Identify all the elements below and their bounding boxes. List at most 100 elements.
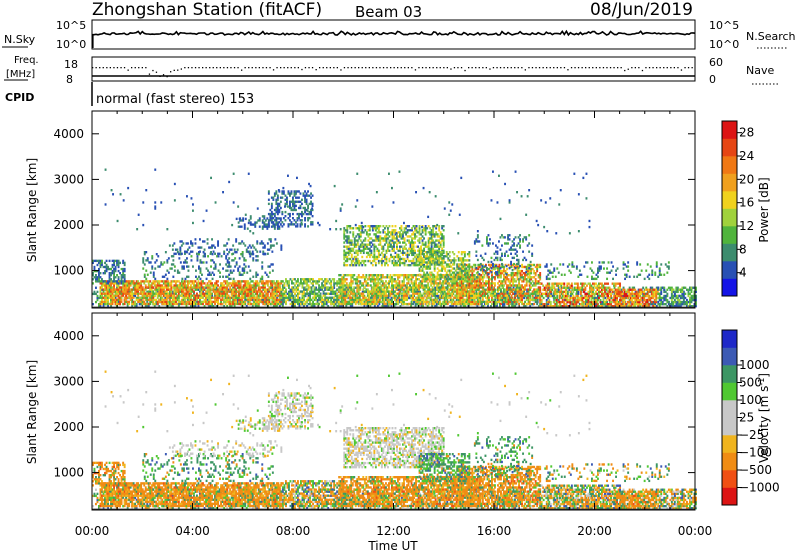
power-cell — [294, 278, 296, 281]
power-cell — [416, 290, 419, 294]
power-cell — [545, 305, 548, 308]
power-cell — [359, 294, 362, 297]
power-cell — [672, 305, 675, 308]
power-cell — [628, 298, 631, 302]
power-cell — [486, 288, 489, 291]
power-cell — [672, 300, 675, 304]
power-cell — [194, 305, 197, 308]
power-cell — [649, 303, 652, 306]
power-cell — [217, 280, 220, 283]
power-cell — [477, 282, 480, 285]
power-cell — [463, 267, 466, 271]
power-cell — [313, 280, 316, 283]
power-cell — [277, 282, 280, 285]
power-cell — [368, 296, 371, 299]
power-cell — [368, 294, 371, 297]
power-cell — [417, 290, 420, 294]
power-cell — [409, 278, 412, 281]
power-cell — [372, 286, 375, 289]
power-cell — [134, 302, 137, 306]
power-cell — [452, 302, 455, 306]
power-cell — [236, 286, 239, 289]
power-cell — [309, 280, 312, 283]
power-cell — [534, 280, 537, 283]
power-cell — [383, 290, 386, 293]
power-cell — [524, 278, 527, 281]
power-cell — [167, 282, 170, 285]
power-cell — [262, 292, 265, 295]
power-cell — [114, 288, 117, 291]
power-cell — [205, 286, 208, 289]
power-cell — [304, 292, 307, 295]
power-cell — [128, 290, 131, 294]
nave-point — [546, 67, 548, 69]
power-cell — [463, 284, 466, 287]
power-cell — [241, 296, 244, 299]
power-cell — [344, 274, 347, 277]
nave-point — [255, 67, 257, 69]
power-cell — [129, 288, 132, 291]
power-cell — [135, 303, 138, 306]
power-cell — [589, 300, 592, 304]
power-cell — [328, 282, 331, 285]
power-cell — [339, 305, 342, 308]
power-cell — [280, 300, 283, 304]
power-cell — [147, 298, 150, 302]
power-cell — [487, 286, 489, 289]
power-cell — [374, 284, 377, 287]
power-cell — [472, 286, 475, 289]
power-cell — [375, 290, 378, 293]
power-cell — [670, 305, 673, 308]
power-cell — [386, 298, 389, 302]
nave-point — [432, 67, 434, 69]
power-cell — [539, 296, 542, 299]
power-cell — [319, 278, 322, 281]
power-cell — [205, 298, 208, 302]
power-cell — [174, 288, 177, 291]
power-cell — [506, 286, 509, 289]
power-cell — [159, 284, 162, 287]
power-cell — [156, 282, 159, 285]
power-cell — [457, 292, 460, 295]
power-cell — [642, 292, 645, 296]
nave-point — [677, 67, 679, 69]
power-cell — [515, 288, 518, 291]
power-cell — [542, 288, 545, 291]
power-cell — [92, 303, 94, 306]
nave-point — [592, 67, 594, 69]
power-cell — [342, 282, 345, 285]
power-cell — [485, 292, 487, 295]
power-cell — [147, 280, 150, 283]
power-cell — [309, 298, 312, 302]
power-cell — [190, 290, 192, 293]
power-cell — [474, 263, 477, 267]
power-cell — [692, 296, 694, 300]
power-cell — [220, 302, 223, 306]
power-cell — [512, 263, 515, 267]
power-cell — [193, 296, 195, 299]
power-cell — [304, 302, 307, 306]
power-cell — [177, 303, 180, 306]
power-cell — [307, 292, 310, 295]
power-cell — [140, 284, 143, 287]
date-label: 08/Jun/2019 — [590, 0, 693, 20]
power-cell — [105, 300, 108, 304]
power-cell — [533, 298, 536, 302]
nave-point — [219, 67, 221, 69]
power-cell — [383, 296, 386, 299]
power-cell — [372, 292, 375, 295]
power-cell — [528, 282, 531, 285]
power-cell — [156, 290, 159, 294]
nave-point — [379, 67, 381, 69]
power-cell — [477, 288, 480, 291]
power-cell — [158, 300, 161, 304]
power-cell — [353, 278, 356, 281]
power-cell — [351, 296, 354, 300]
power-cell — [510, 276, 513, 279]
power-cell — [313, 286, 316, 289]
power-cell — [631, 286, 634, 289]
power-cell — [419, 302, 422, 306]
power-cell — [524, 288, 527, 291]
power-cell — [403, 300, 405, 304]
nave-point — [574, 67, 576, 69]
